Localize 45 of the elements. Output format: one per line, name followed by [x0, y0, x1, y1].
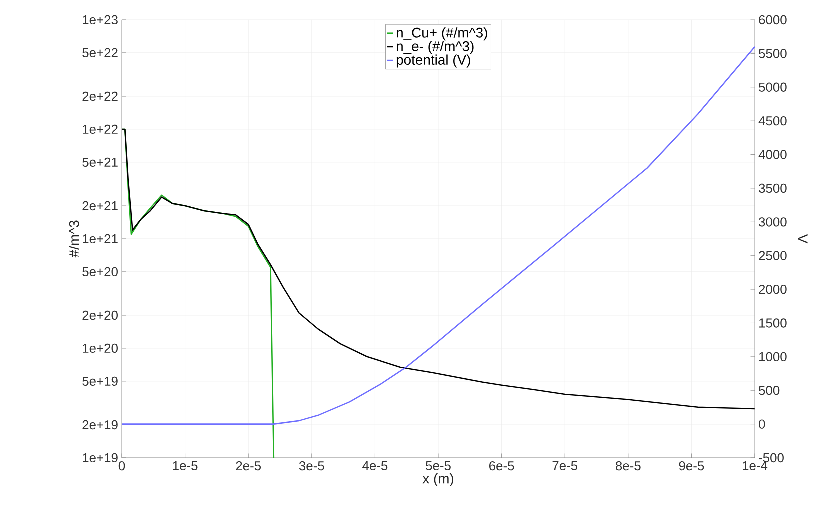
x-tick-label: 9e-5: [679, 461, 704, 471]
x-tick-label: 7e-5: [552, 461, 578, 471]
x-tick-label: 5e-5: [426, 461, 451, 471]
y2-tick-label: 3000: [759, 218, 787, 227]
y-tick-label: 5e+21: [82, 158, 118, 168]
y2-tick-label: 6000: [759, 15, 787, 25]
y-tick-label: 1e+21: [83, 234, 118, 244]
y2-tick-label: -500: [759, 453, 784, 463]
legend-label: n_Cu+ (#/m^3): [396, 28, 488, 41]
y-tick-label: 1e+23: [83, 15, 118, 25]
y2-tick-label: 2500: [759, 251, 787, 260]
x-tick-label: 6e-5: [490, 461, 514, 471]
y-tick-label: 5e+20: [82, 267, 118, 277]
x-tick-label: 1e-5: [173, 461, 198, 471]
x-tick-label: 8e-5: [616, 461, 641, 471]
y-tick-label: 1e+20: [83, 344, 118, 354]
y2-tick-label: 5500: [759, 49, 787, 58]
y-tick-label: 2e+20: [82, 310, 118, 320]
legend-label: n_e- (#/m^3): [396, 41, 474, 54]
y2-tick-label: 1000: [760, 352, 787, 362]
y2-tick-label: 3500: [759, 184, 787, 194]
y2-tick-label: 2000: [759, 284, 787, 294]
y-tick-label: 1e+19: [83, 453, 118, 463]
y-tick-label: 2e+19: [82, 420, 118, 430]
y2-tick-label: 1500: [760, 318, 787, 328]
x-tick-label: 0: [118, 461, 126, 471]
legend-label: potential (V): [396, 54, 470, 68]
line-series: [122, 128, 756, 410]
y-tick-label: 1e+22: [83, 124, 118, 134]
x-tick-label: 4e-5: [362, 461, 388, 471]
y2-axis-title: V: [798, 234, 808, 244]
y2-tick-label: 4000: [758, 150, 787, 160]
y-axis-title: #/m^3: [69, 220, 80, 258]
y-tick-label: 2e+21: [82, 201, 118, 211]
x-tick-label: 3e-5: [299, 461, 324, 471]
x-axis-title: x (m): [422, 474, 454, 486]
y2-tick-label: 500: [759, 386, 780, 396]
y-tick-label: 5e+19: [82, 376, 118, 386]
x-tick-label: 2e-5: [236, 461, 262, 471]
y-tick-label: 2e+22: [82, 92, 118, 102]
y-tick-label: 5e+22: [82, 48, 118, 58]
y2-tick-label: 0: [759, 420, 766, 429]
x-tick-label: 1e-4: [743, 461, 768, 471]
y2-tick-label: 5000: [759, 82, 787, 92]
y2-tick-label: 4500: [758, 116, 787, 126]
